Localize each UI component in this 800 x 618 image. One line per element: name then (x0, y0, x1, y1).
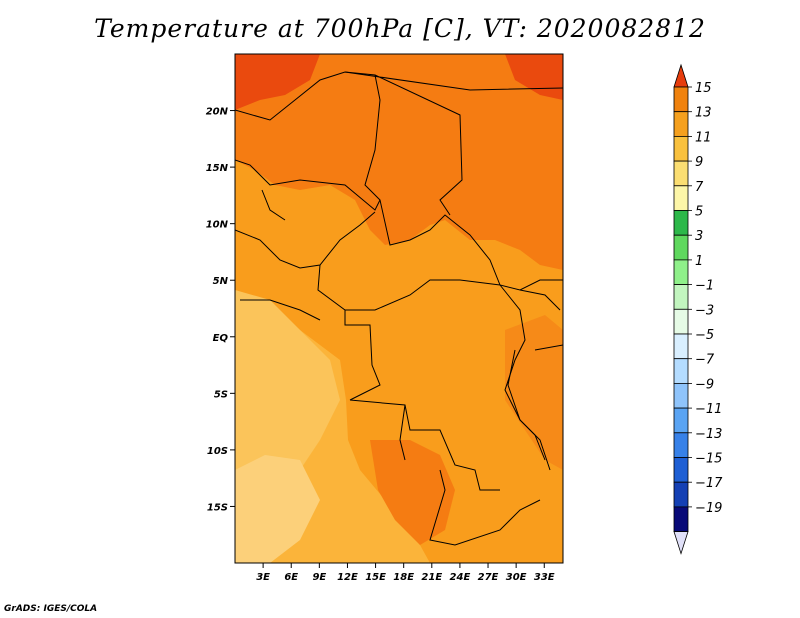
colorbar-swatch (673, 382, 689, 409)
colorbar-swatch (673, 457, 689, 483)
lon-tick-label: 9E (312, 572, 326, 583)
colorbar-swatch (673, 506, 689, 532)
lon-tick-label: 18E (393, 572, 414, 583)
colorbar-label: 15 (695, 81, 712, 96)
lon-tick-label: 6E (284, 572, 298, 583)
lon-tick-label: 27E (478, 572, 499, 583)
colorbar-swatch (673, 333, 689, 360)
map-axes: 3E 6E 9E 12E 15E 18E 21E 24E 27E 30E 33E 20N 15N 10N 5… (206, 107, 555, 583)
colorbar-swatch (673, 308, 689, 335)
colorbar-label: −9 (695, 377, 714, 392)
colorbar-swatch (673, 160, 689, 187)
colorbar-swatch (673, 86, 689, 113)
colorbar-swatch (673, 210, 689, 236)
lat-tick-label: 15N (206, 163, 229, 174)
colorbar-label: −5 (695, 328, 714, 343)
colorbar-swatch (673, 358, 689, 384)
colorbar-label: 9 (695, 155, 703, 170)
colorbar-swatch (673, 135, 689, 162)
country-borders (235, 71, 563, 546)
colorbar-label: −3 (695, 303, 714, 318)
lon-tick-label: 33E (534, 572, 555, 583)
colorbar-bottom-arrow (673, 531, 689, 555)
lon-tick-label: 15E (365, 572, 386, 583)
field-11-13-south (370, 440, 455, 545)
colorbar-swatch (673, 481, 689, 508)
field-11-13-north (235, 54, 563, 270)
lat-tick-label: 20N (206, 107, 229, 118)
lon-tick-label: 12E (337, 572, 358, 583)
colorbar-label: −19 (695, 501, 722, 516)
field-13-15-nw (235, 54, 320, 110)
lon-tick-label: 24E (450, 572, 471, 583)
colorbar-label: 13 (695, 106, 712, 121)
lat-tick-label: 15S (207, 502, 228, 513)
colorbar-swatch (673, 234, 689, 261)
colorbar-label: −11 (695, 402, 722, 417)
colorbar-label: 5 (695, 205, 703, 220)
colorbar-swatch (673, 407, 689, 434)
temperature-field (235, 54, 563, 563)
colorbar-label: −7 (695, 353, 715, 368)
colorbar-label: −1 (695, 279, 714, 294)
field-7-9-sw (235, 455, 320, 563)
lon-tick-label: 21E (421, 572, 442, 583)
map-title: Temperature at 700hPa [C], VT: 202008281… (94, 14, 706, 43)
colorbar-swatch (673, 259, 689, 285)
lon-tick-label: 30E (506, 572, 527, 583)
colorbar-swatch (673, 111, 689, 137)
colorbar-label: 11 (695, 130, 712, 145)
colorbar-label: −13 (695, 427, 722, 442)
lat-tick-label: 5N (213, 276, 229, 287)
colorbar-label: 7 (695, 180, 704, 195)
colorbar-swatch (673, 185, 689, 211)
lat-tick-label: 10S (207, 446, 228, 457)
colorbar: 15 13 11 9 7 5 3 1 −1 −3 −5 −7 −9 −11 −13 −15 −17 −19 (673, 63, 723, 555)
software-credit: GrADS: IGES/COLA (4, 604, 98, 614)
lat-tick-label: EQ (213, 333, 229, 344)
colorbar-swatch (673, 284, 689, 310)
colorbar-swatch (673, 432, 689, 458)
lon-tick-label: 3E (256, 572, 270, 583)
colorbar-label: −17 (695, 476, 723, 491)
colorbar-top-arrow (673, 63, 689, 88)
colorbar-label: 3 (695, 229, 703, 244)
lat-tick-label: 5S (214, 389, 228, 400)
colorbar-label: −15 (695, 452, 722, 467)
colorbar-label: 1 (695, 254, 703, 269)
lat-tick-label: 10N (206, 220, 229, 231)
field-11-13-east (505, 315, 563, 470)
map-frame (234, 53, 564, 564)
